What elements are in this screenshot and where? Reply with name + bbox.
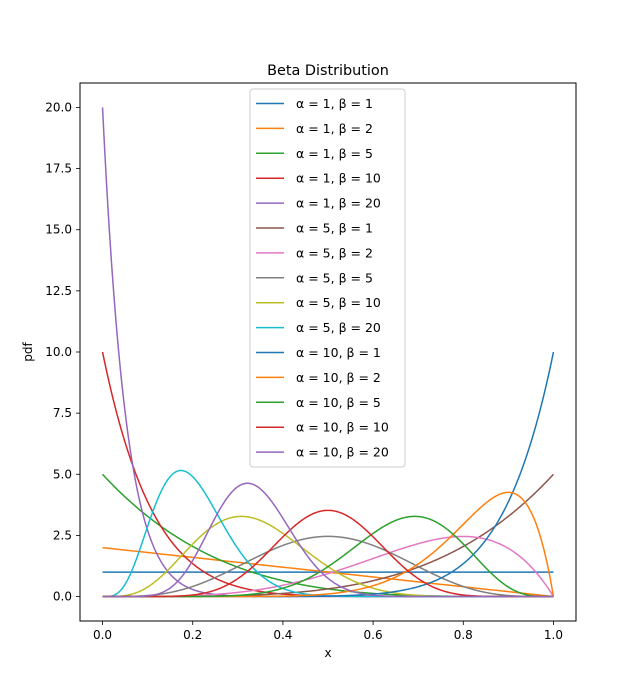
legend-label: α = 1, β = 1 <box>296 96 373 111</box>
legend-label: α = 1, β = 5 <box>296 146 373 161</box>
legend-entry-3: α = 1, β = 10 <box>256 171 381 186</box>
x-tick-label: 0.8 <box>454 628 473 642</box>
legend-label: α = 10, β = 5 <box>296 395 381 410</box>
legend-beta-label: β = 1 <box>339 221 373 236</box>
chart-title: Beta Distribution <box>267 63 389 79</box>
legend-label: α = 5, β = 5 <box>296 270 373 285</box>
legend-alpha-label: α = 10, <box>296 345 347 360</box>
y-tick-label: 0.0 <box>53 590 72 604</box>
legend-entry-2: α = 1, β = 5 <box>256 146 373 161</box>
y-tick-label: 12.5 <box>45 284 72 298</box>
legend-label: α = 5, β = 1 <box>296 221 373 236</box>
legend-label: α = 5, β = 10 <box>296 295 381 310</box>
y-tick-label: 5.0 <box>53 467 72 481</box>
legend-entry-11: α = 10, β = 2 <box>256 370 381 385</box>
legend-alpha-label: α = 5, <box>296 270 339 285</box>
legend-entry-12: α = 10, β = 5 <box>256 395 381 410</box>
legend-beta-label: β = 2 <box>339 121 373 136</box>
y-tick-label: 17.5 <box>45 162 72 176</box>
y-tick-label: 15.0 <box>45 223 72 237</box>
legend-beta-label: β = 1 <box>347 345 381 360</box>
legend-label: α = 1, β = 2 <box>296 121 373 136</box>
legend-label: α = 5, β = 2 <box>296 245 373 260</box>
x-tick-label: 1.0 <box>544 628 563 642</box>
legend-label: α = 10, β = 2 <box>296 370 381 385</box>
legend-entry-13: α = 10, β = 10 <box>256 420 389 435</box>
legend-entry-0: α = 1, β = 1 <box>256 96 373 111</box>
legend-alpha-label: α = 1, <box>296 121 339 136</box>
legend-label: α = 1, β = 10 <box>296 171 381 186</box>
legend-beta-label: β = 10 <box>347 420 389 435</box>
legend-beta-label: β = 2 <box>339 245 373 260</box>
y-axis-label: pdf <box>21 342 35 362</box>
y-tick-label: 10.0 <box>45 345 72 359</box>
legend-alpha-label: α = 5, <box>296 245 339 260</box>
x-axis: 0.0 0.2 0.4 0.6 0.8 1.0 <box>93 621 563 642</box>
x-tick-label: 0.4 <box>273 628 292 642</box>
legend-alpha-label: α = 10, <box>296 445 347 460</box>
legend-alpha-label: α = 1, <box>296 196 339 211</box>
legend-beta-label: β = 5 <box>347 395 381 410</box>
legend-beta-label: β = 5 <box>339 270 373 285</box>
legend-beta-label: β = 20 <box>339 320 381 335</box>
x-tick-label: 0.6 <box>364 628 383 642</box>
series-line-1 <box>102 546 554 598</box>
legend: α = 1, β = 1α = 1, β = 2α = 1, β = 5α = … <box>249 88 406 468</box>
legend-frame <box>249 88 406 468</box>
legend-label: α = 10, β = 20 <box>296 445 389 460</box>
legend-entry-5: α = 5, β = 1 <box>256 221 373 236</box>
legend-label: α = 5, β = 20 <box>296 320 381 335</box>
legend-alpha-label: α = 1, <box>296 171 339 186</box>
legend-alpha-label: α = 1, <box>296 146 339 161</box>
series-line-14 <box>102 482 554 598</box>
legend-entry-8: α = 5, β = 10 <box>256 295 381 310</box>
legend-entry-1: α = 1, β = 2 <box>256 121 373 136</box>
legend-alpha-label: α = 5, <box>296 221 339 236</box>
x-axis-label: x <box>324 646 331 660</box>
legend-alpha-label: α = 10, <box>296 370 347 385</box>
legend-beta-label: β = 10 <box>339 171 381 186</box>
legend-beta-label: β = 1 <box>339 96 373 111</box>
legend-alpha-label: α = 10, <box>296 420 347 435</box>
legend-label: α = 1, β = 20 <box>296 196 381 211</box>
y-tick-label: 7.5 <box>53 406 72 420</box>
legend-label: α = 10, β = 1 <box>296 345 381 360</box>
legend-alpha-label: α = 5, <box>296 320 339 335</box>
legend-entry-9: α = 5, β = 20 <box>256 320 381 335</box>
legend-beta-label: β = 2 <box>347 370 381 385</box>
legend-entry-4: α = 1, β = 20 <box>256 196 381 211</box>
x-tick-label: 0.2 <box>183 628 202 642</box>
y-tick-label: 2.5 <box>53 528 72 542</box>
legend-entry-10: α = 10, β = 1 <box>256 345 381 360</box>
legend-label: α = 10, β = 10 <box>296 420 389 435</box>
legend-entry-6: α = 5, β = 2 <box>256 245 373 260</box>
series-layer <box>101 107 555 598</box>
legend-alpha-label: α = 1, <box>296 96 339 111</box>
legend-entry-7: α = 5, β = 5 <box>256 270 373 285</box>
legend-alpha-label: α = 10, <box>296 395 347 410</box>
legend-beta-label: β = 10 <box>339 295 381 310</box>
y-axis: 0.0 2.5 5.0 7.5 10.0 12.5 15.0 17.5 20.0 <box>45 100 80 604</box>
legend-alpha-label: α = 5, <box>296 295 339 310</box>
legend-entry-14: α = 10, β = 20 <box>256 445 389 460</box>
y-tick-label: 20.0 <box>45 100 72 114</box>
series-line-7 <box>102 535 554 598</box>
legend-beta-label: β = 20 <box>347 445 389 460</box>
x-tick-label: 0.0 <box>93 628 112 642</box>
legend-beta-label: β = 5 <box>339 146 373 161</box>
legend-beta-label: β = 20 <box>339 196 381 211</box>
